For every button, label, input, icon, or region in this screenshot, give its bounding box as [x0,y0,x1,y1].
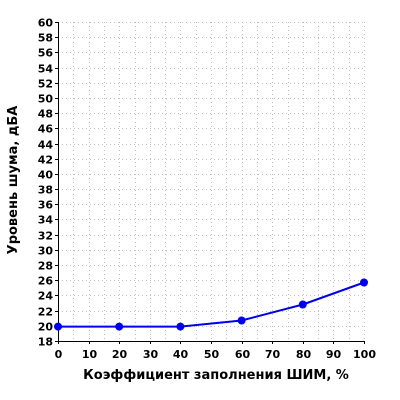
x-tick-label: 10 [82,348,98,361]
y-tick-label: 20 [38,321,54,334]
series-line [58,281,365,328]
data-point [237,316,246,325]
x-tick-label: 70 [265,348,281,361]
y-tick-label: 56 [38,47,54,60]
y-tick-label: 48 [38,108,53,121]
y-tick-label: 34 [38,214,54,227]
x-tick-label: 90 [326,348,342,361]
data-point [54,322,62,331]
y-tick-label: 28 [38,260,53,273]
y-tick-label: 26 [38,275,54,288]
x-tick-label: 0 [55,348,63,361]
data-point [176,322,185,331]
axes [55,22,365,344]
x-tick-label: 30 [143,348,159,361]
x-tick-label: 20 [112,348,128,361]
y-tick-label: 54 [38,63,54,76]
y-tick-label: 30 [38,245,54,258]
y-tick-label: 42 [38,154,53,167]
y-tick-label: 50 [38,93,54,106]
y-tick-label: 18 [38,336,53,349]
grid [58,22,365,341]
y-tick-label: 22 [38,306,53,319]
series [54,278,368,331]
x-tick-label: 60 [235,348,251,361]
y-tick-label: 46 [38,123,54,136]
y-tick-label: 52 [38,78,53,91]
x-tick-label: 100 [353,348,376,361]
tick-labels: 18 20 22 24 26 28 30 32 34 36 38 40 42 44 46 48 50 52 54 56… [38,17,377,362]
y-tick-label: 38 [38,184,53,197]
y-tick-label: 32 [38,230,53,243]
y-axis-title: Уровень шума, дБА [6,106,21,255]
x-axis-title: Коэффициент заполнения ШИМ, % [83,368,349,383]
y-tick-label: 40 [38,169,54,182]
y-tick-label: 44 [38,139,54,152]
y-tick-label: 24 [38,290,54,303]
x-tick-label: 40 [173,348,189,361]
y-tick-label: 36 [38,199,54,212]
x-tick-label: 50 [204,348,220,361]
data-point [115,322,124,331]
x-tick-label: 80 [296,348,312,361]
data-point [360,278,368,287]
y-tick-label: 60 [38,17,54,30]
data-point [298,300,307,309]
y-tick-label: 58 [38,32,53,45]
